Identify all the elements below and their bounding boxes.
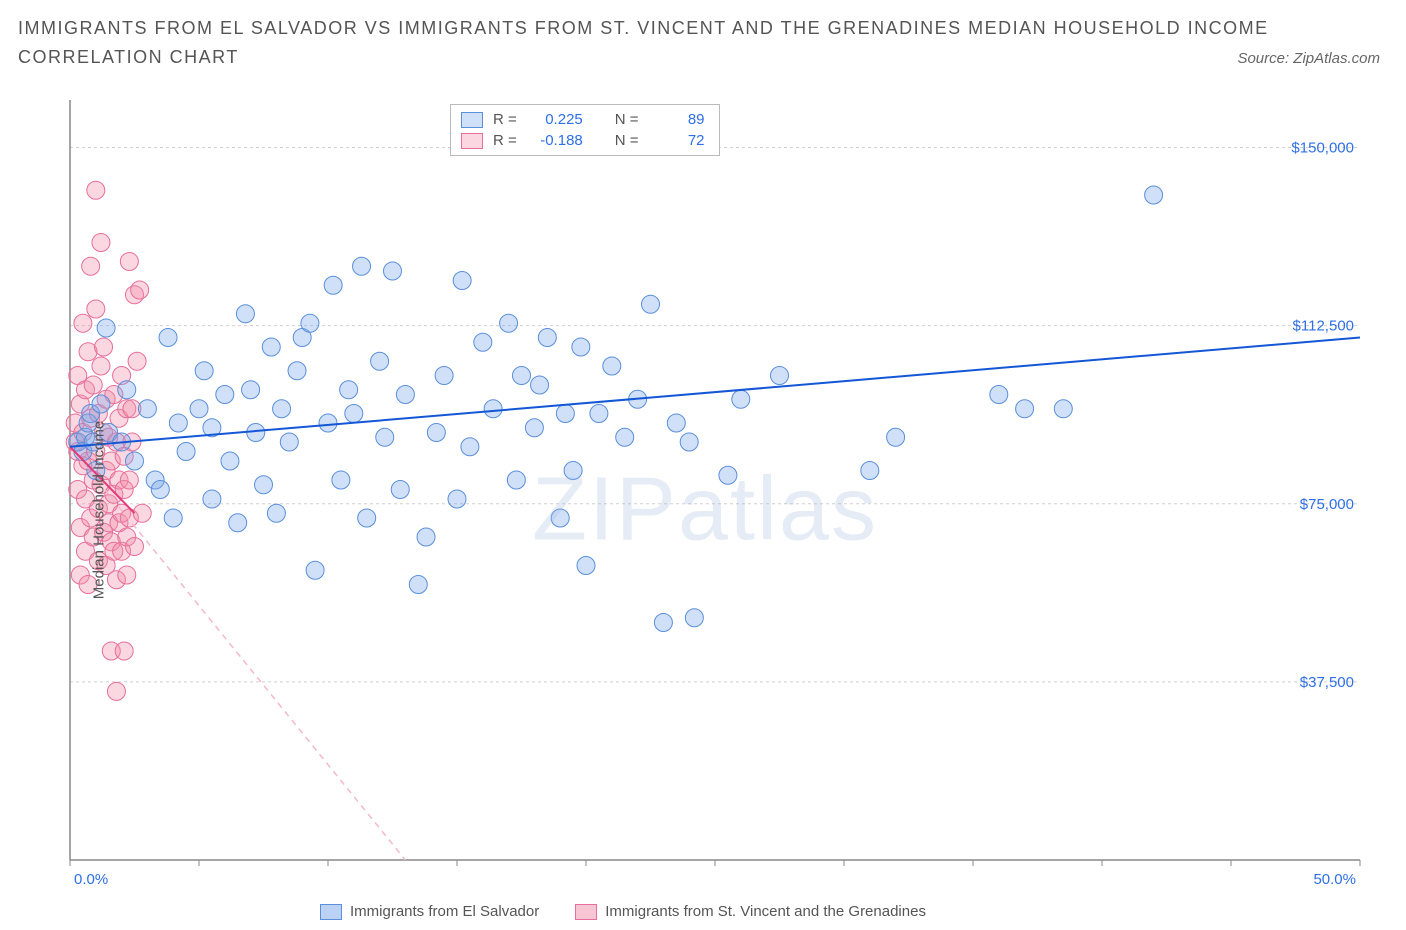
- chart-area: Median Household Income $37,500 $75,000 $1…: [20, 100, 1390, 920]
- chart-title-line1: IMMIGRANTS FROM EL SALVADOR VS IMMIGRANT…: [18, 14, 1388, 43]
- n-label: N =: [615, 109, 639, 130]
- bottom-legend-item-1: Immigrants from St. Vincent and the Gren…: [575, 903, 926, 920]
- stats-legend-row-0: R = 0.225 N = 89: [461, 109, 705, 130]
- stats-legend-row-1: R = -0.188 N = 72: [461, 130, 705, 151]
- r-label: R =: [493, 130, 517, 151]
- swatch-series-1: [575, 904, 597, 920]
- r-value-1: -0.188: [527, 130, 583, 151]
- r-label: R =: [493, 109, 517, 130]
- y-axis-label: Median Household Income: [91, 421, 108, 599]
- svg-text:0.0%: 0.0%: [74, 871, 108, 888]
- svg-text:$112,500: $112,500: [1293, 318, 1354, 335]
- stats-legend: R = 0.225 N = 89 R = -0.188 N = 72: [450, 104, 720, 156]
- bottom-legend: Immigrants from El Salvador Immigrants f…: [20, 903, 1390, 920]
- swatch-series-0: [461, 112, 483, 128]
- series-name-0: Immigrants from El Salvador: [350, 903, 539, 920]
- bottom-legend-item-0: Immigrants from El Salvador: [320, 903, 539, 920]
- title-block: IMMIGRANTS FROM EL SALVADOR VS IMMIGRANT…: [0, 0, 1406, 68]
- scatter-plot-svg: $37,500 $75,000 $112,500 $150,000 0.0% 50.0%: [20, 100, 1390, 890]
- svg-text:$37,500: $37,500: [1300, 674, 1354, 691]
- swatch-series-1: [461, 133, 483, 149]
- svg-text:50.0%: 50.0%: [1313, 871, 1356, 888]
- chart-title-line2: CORRELATION CHART: [18, 47, 239, 68]
- r-value-0: 0.225: [527, 109, 583, 130]
- svg-text:$75,000: $75,000: [1300, 496, 1354, 513]
- n-value-1: 72: [649, 130, 705, 151]
- swatch-series-0: [320, 904, 342, 920]
- n-label: N =: [615, 130, 639, 151]
- n-value-0: 89: [649, 109, 705, 130]
- source-label: Source: ZipAtlas.com: [1237, 50, 1388, 67]
- series-name-1: Immigrants from St. Vincent and the Gren…: [605, 903, 926, 920]
- svg-text:$150,000: $150,000: [1291, 140, 1354, 157]
